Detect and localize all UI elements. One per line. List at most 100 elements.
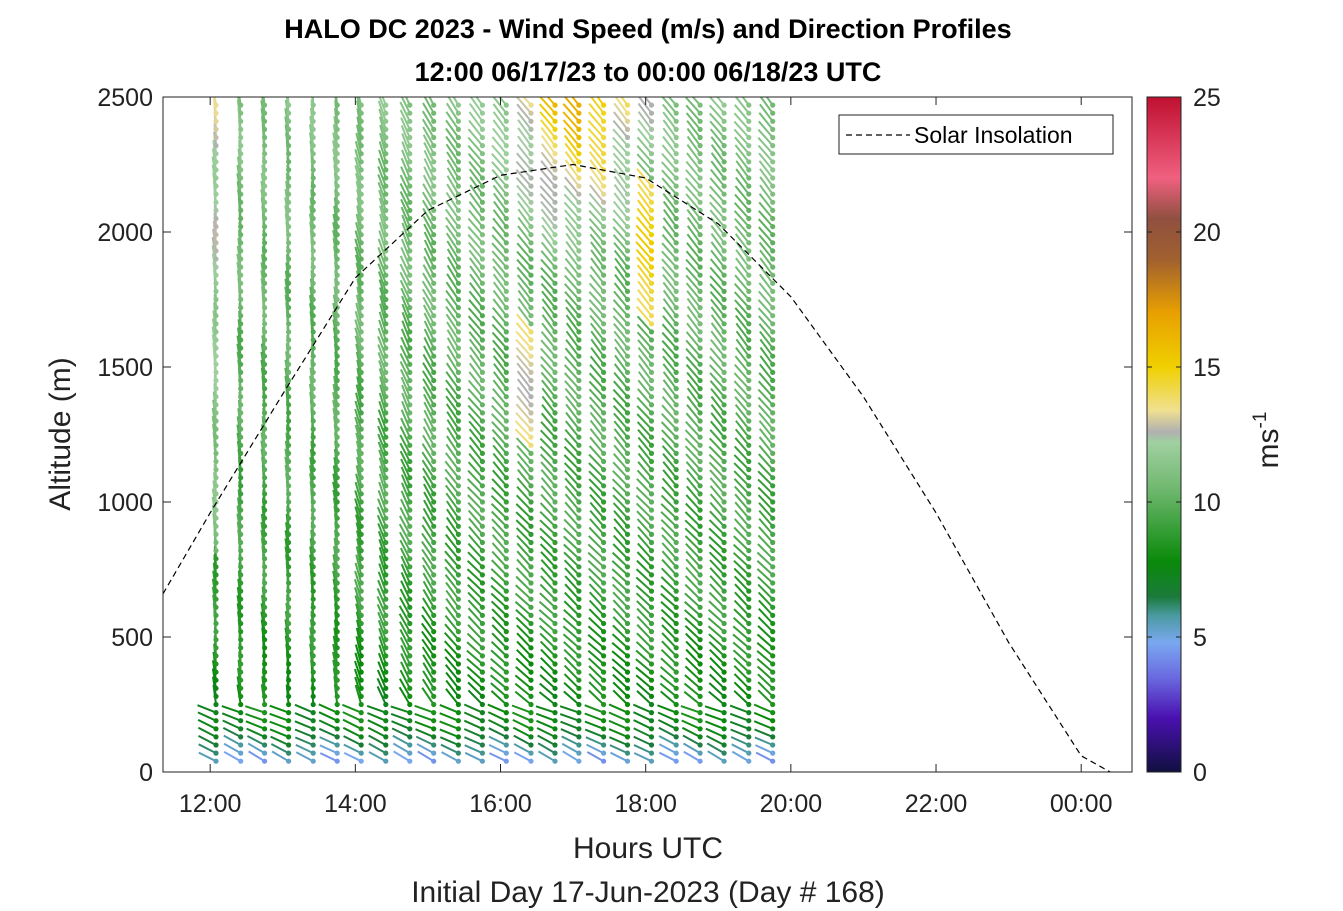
wind-barb-shaft (247, 742, 266, 754)
wind-barb-shaft (564, 485, 580, 503)
wind-barb-dot (721, 653, 727, 659)
wind-barb-dot (624, 167, 631, 173)
wind-barb-dot (479, 612, 485, 619)
wind-barb-shaft (399, 344, 411, 365)
wind-barb-dot (358, 418, 364, 424)
wind-barb-dot (624, 256, 631, 262)
wind-barb-dot (213, 564, 219, 570)
wind-barb-shaft (236, 416, 242, 438)
wind-barb-shaft (354, 595, 363, 616)
wind-barb-dot (746, 661, 752, 667)
wind-barb-dot (334, 102, 340, 108)
wind-barb-dot (431, 710, 437, 716)
wind-barb-shaft (613, 420, 629, 438)
wind-barb-dot (528, 669, 534, 675)
wind-barb-shaft (367, 712, 387, 722)
wind-barb-shaft (515, 338, 532, 357)
wind-barb-shaft (445, 395, 460, 414)
wind-barb-shaft (587, 625, 605, 641)
wind-barb-shaft (613, 363, 629, 382)
wind-barb-shaft (758, 436, 774, 455)
wind-barb-shaft (590, 257, 605, 276)
wind-barb-dot (746, 240, 752, 246)
wind-barb-dot (528, 450, 534, 456)
wind-barb-dot (528, 467, 534, 473)
wind-barb-shaft (515, 567, 532, 584)
wind-barb-dot (286, 596, 292, 602)
wind-barb-dot (262, 345, 268, 351)
wind-barb-shaft (709, 493, 725, 511)
wind-barb-shaft (356, 108, 363, 130)
wind-barb-shaft (564, 347, 580, 365)
wind-barb-dot (528, 515, 534, 521)
wind-barb-shaft (564, 493, 580, 511)
wind-barb-dot (528, 718, 534, 724)
wind-barb-shaft (686, 135, 701, 155)
wind-barb-shaft (445, 298, 460, 317)
wind-barb-dot (431, 402, 437, 408)
wind-barb-shaft (564, 591, 580, 608)
wind-barb-shaft (211, 578, 217, 600)
wind-barb-shaft (211, 407, 217, 430)
wind-barb-shaft (236, 424, 242, 446)
wind-barb-dot (624, 126, 631, 132)
wind-barb-dot (673, 386, 679, 392)
wind-barb-dot (721, 143, 727, 149)
wind-barb-dot (746, 321, 752, 327)
wind-barb-dot (407, 102, 413, 108)
wind-barb-shaft (587, 119, 605, 139)
wind-barb-dot (334, 240, 340, 246)
wind-barb-shaft (759, 184, 774, 203)
wind-barb-dot (624, 110, 631, 116)
wind-barb-shaft (660, 576, 677, 592)
wind-barb-shaft (376, 595, 387, 616)
wind-barb-dot (770, 588, 776, 594)
wind-barb-dot (358, 215, 364, 222)
wind-barb-dot (552, 710, 558, 716)
wind-barb-shaft (563, 543, 580, 560)
wind-barb-dot (552, 548, 558, 554)
wind-barb-dot (334, 118, 340, 124)
wind-barb-shaft (564, 298, 580, 317)
wind-barb-dot (721, 118, 727, 124)
wind-barb-dot (624, 661, 631, 667)
wind-barb-dot (552, 515, 558, 521)
wind-barb-shaft (399, 174, 411, 195)
wind-barb-dot (576, 515, 582, 521)
wind-barb-dot (552, 110, 558, 116)
wind-barb-dot (770, 272, 776, 278)
wind-barb-dot (334, 215, 340, 222)
wind-barb-dot (358, 280, 364, 286)
wind-barb-dot (770, 653, 776, 659)
wind-barb-dot (576, 353, 582, 359)
wind-barb-shaft (390, 705, 411, 714)
wind-barb-shaft (686, 477, 701, 495)
wind-barb-dot (238, 369, 244, 375)
wind-barb-dot (503, 491, 509, 497)
wind-barb-dot (479, 183, 485, 189)
wind-barb-shaft (608, 719, 628, 730)
wind-barb-dot (334, 183, 340, 189)
wind-barb-dot (601, 483, 607, 489)
wind-barb-dot (601, 669, 607, 675)
wind-barb-dot (455, 345, 461, 351)
wind-barb-shaft (400, 466, 411, 487)
wind-barb-dot (673, 742, 679, 748)
wind-barb-dot (552, 442, 558, 448)
wind-barb-dot (455, 620, 461, 627)
wind-barb-dot (746, 280, 752, 286)
wind-barb-shaft (514, 420, 532, 438)
wind-barb-shaft (420, 622, 435, 641)
wind-barb-dot (648, 207, 655, 213)
wind-barb-shaft (513, 751, 532, 763)
wind-barb-dot (310, 337, 316, 343)
wind-barb-shaft (294, 736, 314, 746)
wind-barb-dot (770, 596, 776, 602)
wind-barb-shaft (685, 104, 701, 122)
wind-barb-dot (552, 726, 558, 732)
wind-barb-dot (455, 377, 461, 384)
wind-barb-dot (286, 467, 292, 473)
wind-barb-dot (770, 337, 776, 343)
wind-barb-dot (383, 134, 389, 141)
wind-barb-dot (213, 313, 219, 319)
